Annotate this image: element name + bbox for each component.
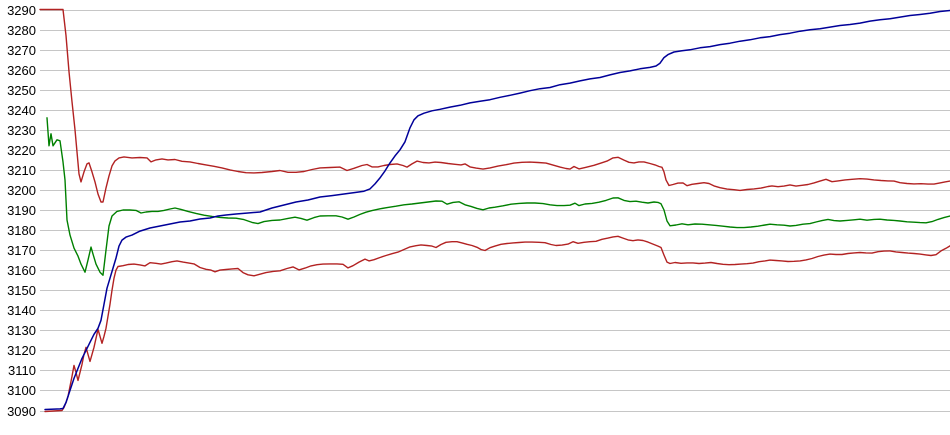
y-axis-label-3140: 3140 xyxy=(7,303,36,318)
y-axis-label-3290: 3290 xyxy=(7,3,36,18)
y-axis-label-3250: 3250 xyxy=(7,83,36,98)
y-axis-label-3110: 3110 xyxy=(8,363,36,378)
y-axis-label-3270: 3270 xyxy=(7,43,36,58)
y-axis-label-3090: 3090 xyxy=(7,404,36,419)
series-middle-green xyxy=(46,117,950,276)
y-axis-label-3130: 3130 xyxy=(7,323,36,338)
y-axis-label-3180: 3180 xyxy=(7,223,36,238)
y-axis-label-3120: 3120 xyxy=(7,343,36,358)
y-axis-label-3170: 3170 xyxy=(7,243,36,258)
y-axis-label-3230: 3230 xyxy=(7,123,36,138)
series-cumulative-blue xyxy=(44,9,950,411)
y-axis-label-3260: 3260 xyxy=(7,63,36,78)
y-axis-label-3280: 3280 xyxy=(7,23,36,38)
y-axis-label-3160: 3160 xyxy=(7,263,36,278)
y-axis-label-3150: 3150 xyxy=(7,283,36,298)
series-upper-band-red xyxy=(39,8,950,203)
y-axis-label-3200: 3200 xyxy=(7,183,36,198)
y-axis-label-3100: 3100 xyxy=(7,383,36,398)
y-axis-label-3190: 3190 xyxy=(7,203,36,218)
series-lower-band-red xyxy=(44,235,950,413)
y-axis-label-3210: 3210 xyxy=(7,163,36,178)
y-axis-label-3220: 3220 xyxy=(7,143,36,158)
y-axis-label-3240: 3240 xyxy=(7,103,36,118)
